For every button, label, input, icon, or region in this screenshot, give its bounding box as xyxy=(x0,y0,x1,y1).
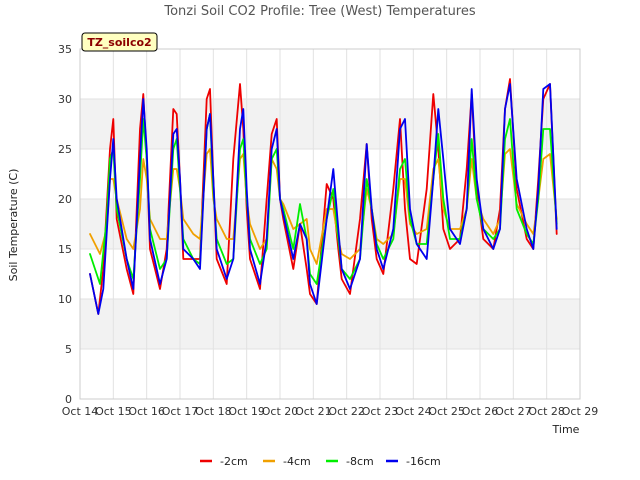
legend-label: -2cm xyxy=(220,455,248,468)
y-tick-label: 35 xyxy=(58,43,72,56)
x-tick-label: Oct 17 xyxy=(162,405,199,418)
plot-band xyxy=(80,299,580,349)
legend-label: -4cm xyxy=(283,455,311,468)
legend: -2cm -4cm -8cm -16cm xyxy=(200,455,441,468)
series-line-4cmcm xyxy=(89,148,558,265)
x-tick-label: Oct 15 xyxy=(95,405,132,418)
series-line-16cmcm xyxy=(89,83,558,315)
x-tick-label: Oct 16 xyxy=(128,405,165,418)
x-tick-label: Oct 14 xyxy=(62,405,99,418)
plot-band xyxy=(80,99,580,149)
y-tick-label: 0 xyxy=(65,393,72,406)
x-tick-label: Oct 27 xyxy=(495,405,532,418)
y-tick-label: 10 xyxy=(58,293,72,306)
y-tick-label: 5 xyxy=(65,343,72,356)
y-tick-label: 25 xyxy=(58,143,72,156)
legend-label: -16cm xyxy=(406,455,441,468)
plot-area xyxy=(79,48,581,400)
x-tick-label: Oct 22 xyxy=(328,405,365,418)
x-tick-label: Oct 28 xyxy=(528,405,565,418)
legend-label: -8cm xyxy=(346,455,374,468)
chart-title: Tonzi Soil CO2 Profile: Tree (West) Temp… xyxy=(163,4,476,19)
x-tick-label: Oct 24 xyxy=(395,405,432,418)
y-axis-label: Soil Temperature (C) xyxy=(7,169,20,282)
x-tick-label: Oct 29 xyxy=(562,405,599,418)
x-tick-label: Oct 18 xyxy=(195,405,232,418)
x-tick-label: Oct 25 xyxy=(428,405,465,418)
x-tick-label: Oct 21 xyxy=(295,405,332,418)
y-tick-label: 15 xyxy=(58,243,72,256)
x-tick-label: Oct 19 xyxy=(228,405,265,418)
badge-label: TZ_soilco2 xyxy=(87,36,151,49)
x-axis-label: Time xyxy=(552,423,580,436)
x-tick-label: Oct 20 xyxy=(262,405,299,418)
y-tick-label: 30 xyxy=(58,93,72,106)
y-tick-label: 20 xyxy=(58,193,72,206)
x-tick-label: Oct 26 xyxy=(462,405,499,418)
x-tick-label: Oct 23 xyxy=(362,405,399,418)
tz-soilco2-badge: TZ_soilco2 xyxy=(81,32,158,52)
